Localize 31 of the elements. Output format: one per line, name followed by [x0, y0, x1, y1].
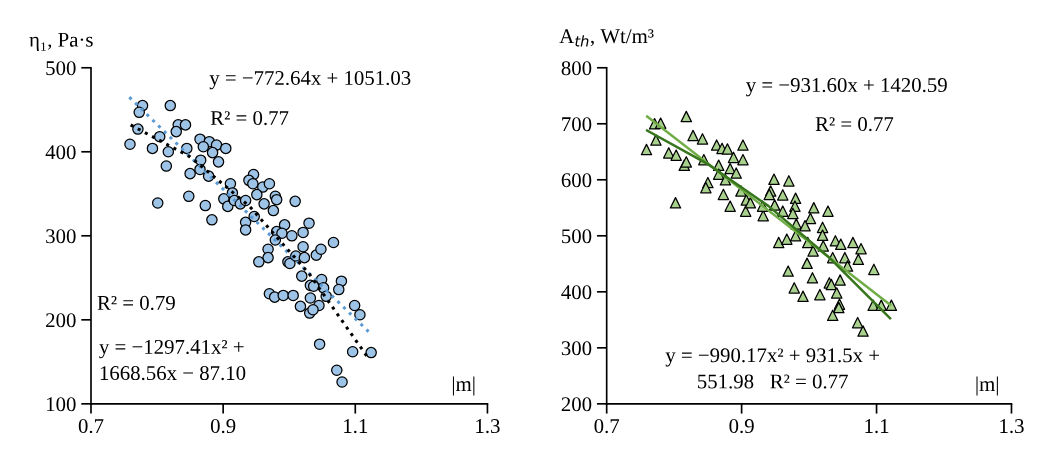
x-tick-label: 1.3 — [476, 419, 500, 434]
x-axis-title: |m| — [452, 376, 475, 396]
x-tick-label: 1.1 — [865, 419, 889, 434]
y-tick-label: 400 — [45, 145, 76, 160]
x-tick-label: 0.9 — [210, 419, 236, 434]
annotation: R² = 0.79 — [97, 295, 175, 310]
annotation: R² = 0.77 — [815, 117, 894, 132]
x-axis-title: |m| — [976, 376, 998, 396]
y-tick-label: 200 — [46, 313, 76, 328]
y-tick-label: 700 — [562, 117, 592, 132]
y-tick-label: 100 — [47, 397, 76, 412]
x-tick-label: 1.1 — [344, 419, 368, 434]
x-tick-label: 0.7 — [594, 419, 620, 434]
y-tick-label: 300 — [46, 229, 76, 244]
x-tick-label: 0.7 — [78, 419, 104, 434]
y-axis-title: A$_{th}$, Wt/m³ — [559, 29, 654, 47]
annotation: R² = 0.77 — [210, 111, 289, 126]
annotation: y = −772.64x + 1051.03 — [209, 70, 411, 90]
annotation: y = −931.60x + 1420.59 — [746, 78, 947, 97]
annotation: y = −990.17x² + 931.5x + 551.98 R² = 0.77 — [665, 348, 879, 389]
x-tick-label: 0.9 — [729, 419, 754, 434]
annotation: y = −1297.41x² + 1668.56x − 87.10 — [99, 339, 246, 381]
y-tick-label: 300 — [561, 341, 592, 356]
y-tick-label: 500 — [46, 61, 76, 76]
y-tick-label: 500 — [562, 229, 592, 244]
y-axis-title: η₁, Pa·s — [29, 32, 93, 51]
y-tick-label: 600 — [561, 173, 592, 188]
y-tick-label: 800 — [561, 61, 592, 76]
y-tick-label: 200 — [561, 397, 592, 412]
x-tick-label: 1.3 — [1000, 419, 1024, 434]
y-tick-label: 400 — [561, 285, 592, 300]
